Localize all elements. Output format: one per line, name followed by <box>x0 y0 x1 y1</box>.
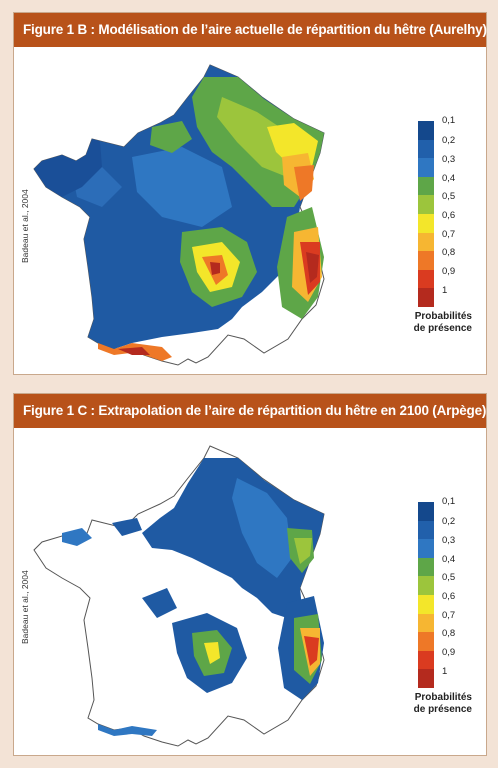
legend-tick: 0,7 <box>442 610 456 621</box>
legend-title: Probabilités de présence <box>414 311 472 335</box>
legend-tick: 0,1 <box>442 115 456 126</box>
legend-swatch <box>418 557 434 577</box>
legend-swatch <box>418 251 434 270</box>
legend-swatch <box>418 176 434 196</box>
credit-badeau-2004: Badeau et al., 2004 <box>20 570 30 644</box>
legend-title-line2: de présence <box>413 323 472 334</box>
legend-swatch <box>418 539 434 558</box>
legend-tick: 0,9 <box>442 647 456 658</box>
projected-distribution <box>62 458 324 736</box>
panel-1b-title: Figure 1 B : Modélisation de l’aire actu… <box>14 13 487 47</box>
map-france-current-beech <box>33 64 325 366</box>
legend-tick: 0,2 <box>442 135 456 146</box>
legend-tick: 0,1 <box>442 496 456 507</box>
legend-tick: 0,8 <box>442 247 456 258</box>
legend-tick: 0,5 <box>442 191 456 202</box>
legend-tick: 0,5 <box>442 572 456 583</box>
legend-title: Probabilités de présence <box>414 692 472 716</box>
legend-swatch <box>418 158 434 177</box>
legend-tick: 1 <box>442 666 448 677</box>
credit-badeau-2004: Badeau et al., 2004 <box>20 189 30 263</box>
legend-swatch <box>418 502 434 521</box>
legend-swatch <box>418 613 434 633</box>
legend-color-scale <box>418 502 434 688</box>
legend-tick: 1 <box>442 285 448 296</box>
current-distribution <box>34 65 324 361</box>
legend-tick: 0,4 <box>442 554 456 565</box>
legend-title-line1: Probabilités <box>414 311 472 322</box>
legend-swatch <box>418 576 434 595</box>
figure-panel-1c: Figure 1 C : Extrapolation de l’aire de … <box>13 393 487 756</box>
legend-tick: 0,3 <box>442 535 456 546</box>
legend-tick: 0,4 <box>442 173 456 184</box>
legend-tick: 0,7 <box>442 229 456 240</box>
legend-tick: 0,6 <box>442 210 456 221</box>
legend-swatch <box>418 121 434 140</box>
legend-swatch <box>418 288 434 307</box>
legend-swatch <box>418 520 434 540</box>
legend-swatch <box>418 195 434 214</box>
map-france-2100-beech <box>33 445 325 747</box>
figure-panel-1b: Figure 1 B : Modélisation de l’aire actu… <box>13 12 487 375</box>
legend-swatch <box>418 669 434 688</box>
legend-color-scale <box>418 121 434 307</box>
panel-1c-title: Figure 1 C : Extrapolation de l’aire de … <box>14 394 486 428</box>
legend-swatch <box>418 232 434 252</box>
legend-title-line1: Probabilités <box>414 692 472 703</box>
legend-title-line2: de présence <box>413 704 472 715</box>
legend-tick: 0,2 <box>442 516 456 527</box>
legend-tick: 0,8 <box>442 628 456 639</box>
legend-swatch <box>418 139 434 159</box>
legend-tick: 0,6 <box>442 591 456 602</box>
legend-swatch <box>418 269 434 289</box>
legend-swatch <box>418 632 434 651</box>
legend-swatch <box>418 594 434 614</box>
legend-tick: 0,3 <box>442 154 456 165</box>
legend-swatch <box>418 650 434 670</box>
legend-swatch <box>418 213 434 233</box>
legend-tick: 0,9 <box>442 266 456 277</box>
